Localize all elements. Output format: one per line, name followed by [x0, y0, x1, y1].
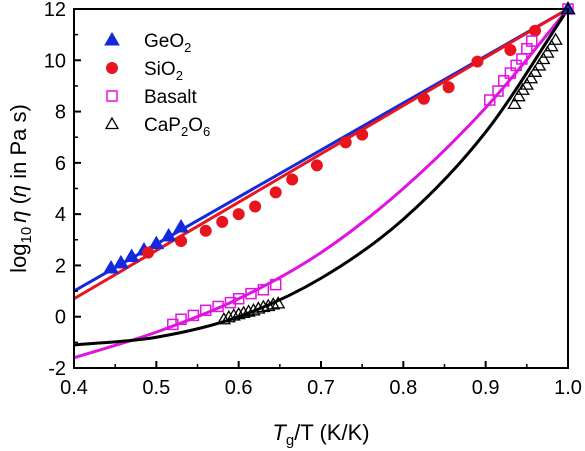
x-tick-label: 0.9 — [472, 377, 500, 399]
data-point-basalt — [187, 309, 200, 322]
data-point-sio2 — [286, 173, 299, 186]
y-tick-label: 12 — [44, 0, 66, 21]
data-point-cap2o6 — [221, 309, 236, 323]
data-point-basalt — [175, 313, 187, 326]
y-title-tail: in Pa s) — [6, 104, 31, 185]
data-point-cap2o6 — [519, 77, 534, 90]
data-point-cap2o6 — [540, 45, 555, 58]
y-title-greek2: η — [6, 185, 31, 197]
data-point-geo2 — [173, 218, 189, 233]
data-point-cap2o6 — [511, 88, 526, 102]
data-point-sio2 — [232, 208, 245, 221]
data-point-cap2o6 — [532, 58, 547, 71]
data-point-basalt — [498, 75, 510, 87]
data-point-basalt — [212, 300, 224, 313]
data-point-basalt — [257, 284, 270, 296]
data-point-sio2 — [442, 81, 455, 94]
data-points — [103, 1, 576, 331]
legend-label-0: GeO2 — [144, 31, 191, 55]
y-title-post: ( — [6, 196, 31, 210]
data-point-sio2 — [175, 235, 188, 248]
data-point-sio2 — [310, 159, 323, 172]
data-point-sio2 — [529, 24, 542, 37]
data-point-cap2o6 — [226, 308, 241, 321]
legend: GeO2 SiO2 Basalt CaP2O6 — [104, 31, 210, 139]
data-point-geo2 — [148, 235, 165, 250]
data-point-basalt — [526, 35, 538, 47]
y-title-sub: 10 — [18, 227, 35, 244]
data-point-sio2 — [339, 136, 352, 149]
x-tick-label: 0.8 — [389, 377, 417, 399]
data-point-basalt — [199, 304, 212, 317]
data-point-cap2o6 — [536, 51, 551, 65]
y-tick-label: 2 — [55, 255, 66, 277]
data-point-sio2 — [269, 186, 282, 199]
y-tick-label: 8 — [55, 102, 66, 124]
data-point-sio2 — [471, 55, 484, 68]
data-point-sio2 — [199, 224, 212, 237]
axis-tick-labels: 0.4 0.5 0.6 0.7 0.8 0.9 1.0 -2 0 2 4 6 8 10 12 — [44, 0, 582, 399]
data-point-basalt — [510, 59, 522, 72]
data-point-basalt — [232, 293, 245, 305]
x-tick-label: 0.7 — [307, 377, 335, 399]
axis-ticks — [73, 8, 569, 369]
data-point-sio2 — [504, 44, 517, 57]
data-point-sio2 — [417, 92, 430, 105]
data-point-cap2o6 — [527, 64, 543, 77]
data-point-basalt — [269, 278, 282, 291]
legend-label-1: SiO2 — [144, 59, 183, 83]
legend-marker-0 — [104, 32, 120, 46]
data-point-cap2o6 — [216, 311, 231, 325]
y-title-pre: log — [6, 243, 31, 272]
x-title-main: T — [272, 420, 287, 445]
data-point-basalt — [504, 67, 517, 79]
data-point-sio2 — [249, 200, 262, 213]
legend-marker-1 — [106, 62, 118, 74]
y-tick-label: 10 — [44, 50, 66, 72]
data-point-cap2o6 — [266, 297, 281, 310]
legend-marker-3 — [104, 116, 120, 130]
data-point-sio2 — [216, 215, 229, 228]
fit-line-sio2 — [73, 7, 569, 301]
fit-lines — [73, 7, 570, 360]
fit-line-cap2o6 — [73, 8, 570, 347]
data-point-cap2o6 — [236, 305, 251, 319]
data-point-geo2 — [123, 248, 140, 262]
x-tick-label: 0.6 — [225, 377, 253, 399]
data-point-cap2o6 — [548, 32, 563, 45]
x-tick-label: 0.4 — [60, 377, 88, 399]
data-point-basalt — [245, 287, 257, 300]
data-point-cap2o6 — [261, 298, 276, 312]
y-title-greek: η — [6, 211, 31, 223]
data-point-cap2o6 — [523, 70, 539, 84]
y-tick-label: -2 — [48, 358, 66, 380]
y-tick-label: 4 — [55, 204, 66, 226]
x-axis-title: Tg/T (K/K) — [272, 420, 369, 449]
data-point-sio2 — [142, 246, 155, 259]
x-tick-label: 1.0 — [554, 377, 582, 399]
legend-marker-2 — [106, 90, 118, 102]
data-point-cap2o6 — [251, 301, 266, 314]
y-tick-label: 6 — [55, 153, 66, 175]
y-axis-title: log10 η (η in Pa s) — [6, 104, 35, 273]
data-point-cap2o6 — [271, 296, 286, 309]
data-point-cap2o6 — [544, 38, 559, 52]
legend-label-3: CaP2O6 — [144, 115, 210, 139]
data-point-sio2 — [356, 128, 369, 141]
data-point-cap2o6 — [507, 96, 522, 110]
data-point-cap2o6 — [231, 306, 246, 320]
data-point-basalt — [484, 94, 496, 106]
data-point-cap2o6 — [256, 299, 271, 313]
y-tick-label: 0 — [55, 307, 66, 329]
data-point-cap2o6 — [246, 302, 261, 316]
data-point-basalt — [492, 85, 504, 97]
x-title-sub: g — [286, 432, 294, 449]
x-title-after: /T (K/K) — [294, 420, 369, 445]
data-point-cap2o6 — [241, 304, 256, 317]
data-point-geo2 — [160, 227, 177, 242]
data-point-basalt — [224, 296, 237, 309]
legend-label-2: Basalt — [144, 87, 198, 108]
x-tick-label: 0.5 — [142, 377, 170, 399]
